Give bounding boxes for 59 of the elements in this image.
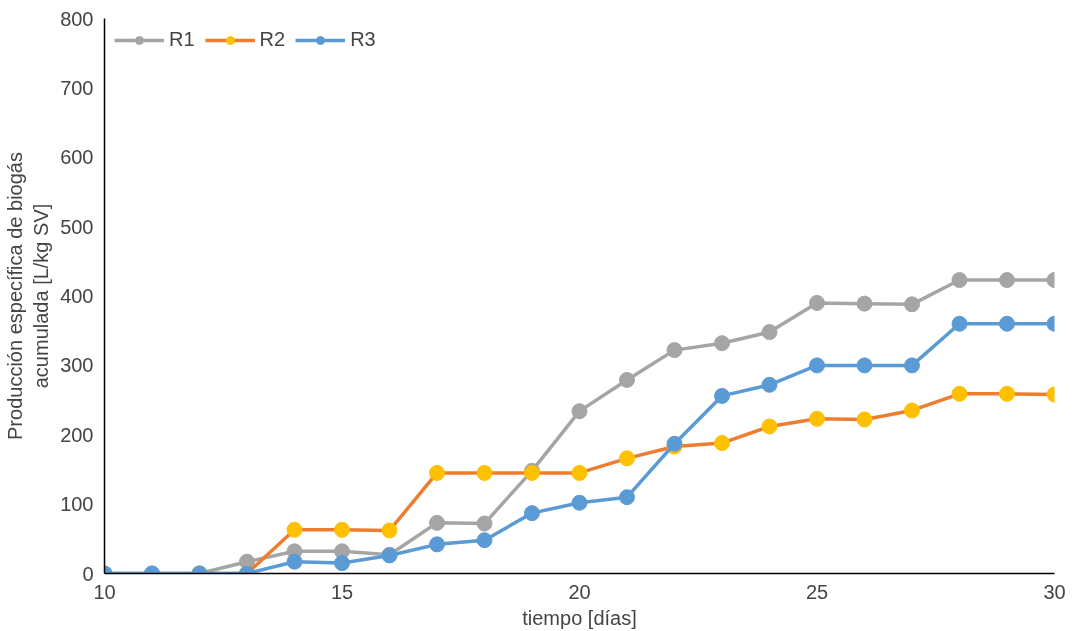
point bbox=[951, 315, 968, 332]
point bbox=[571, 403, 588, 420]
point bbox=[904, 357, 920, 374]
point bbox=[856, 295, 873, 312]
point bbox=[856, 357, 873, 374]
point bbox=[619, 450, 635, 467]
point bbox=[809, 357, 825, 374]
point bbox=[951, 272, 968, 289]
point bbox=[999, 272, 1015, 289]
point bbox=[619, 489, 635, 506]
point bbox=[429, 536, 445, 553]
x-tick-label: 15 bbox=[330, 580, 354, 603]
point bbox=[999, 385, 1015, 402]
point bbox=[429, 514, 445, 531]
point bbox=[809, 294, 825, 311]
y-tick-label: 500 bbox=[60, 215, 94, 238]
point bbox=[286, 521, 303, 538]
point bbox=[476, 532, 493, 549]
y-tick-label: 100 bbox=[60, 493, 94, 516]
point bbox=[951, 385, 968, 402]
y-tick-label: 0 bbox=[82, 562, 94, 585]
point bbox=[856, 411, 873, 428]
y-tick-label: 800 bbox=[60, 7, 94, 30]
point bbox=[666, 342, 683, 359]
point bbox=[714, 335, 730, 352]
point bbox=[761, 376, 778, 393]
point bbox=[619, 371, 635, 388]
legend-label: R2 bbox=[259, 28, 286, 51]
point bbox=[524, 505, 540, 522]
x-axis-title: tiempo [días] bbox=[522, 606, 637, 629]
point bbox=[334, 521, 350, 538]
legend-label: R1 bbox=[169, 28, 195, 51]
point bbox=[714, 435, 730, 452]
y-tick-label: 700 bbox=[60, 76, 94, 99]
x-tick-label: 30 bbox=[1043, 580, 1066, 603]
point bbox=[999, 315, 1015, 332]
y-tick-label: 400 bbox=[60, 285, 94, 307]
point bbox=[334, 555, 350, 572]
point bbox=[571, 464, 588, 481]
point bbox=[476, 515, 493, 532]
point bbox=[571, 494, 588, 511]
y-tick-label: 600 bbox=[60, 146, 94, 169]
y-tick-label: 300 bbox=[60, 354, 94, 377]
point bbox=[761, 418, 778, 435]
point bbox=[809, 410, 825, 427]
y-axis-title: Producción específica de biogás acumulada [L/kg SV] bbox=[3, 152, 53, 440]
point bbox=[381, 522, 398, 539]
point bbox=[429, 464, 445, 481]
legend-label: R3 bbox=[350, 28, 376, 51]
point bbox=[904, 402, 920, 419]
point bbox=[286, 553, 303, 570]
x-tick-label: 25 bbox=[805, 580, 829, 603]
point bbox=[714, 387, 730, 404]
x-tick-label: 10 bbox=[93, 580, 116, 603]
point bbox=[476, 464, 493, 481]
y-tick-label: 200 bbox=[60, 423, 94, 446]
point bbox=[761, 324, 778, 341]
point bbox=[904, 296, 920, 313]
x-tick-label: 20 bbox=[568, 580, 591, 603]
